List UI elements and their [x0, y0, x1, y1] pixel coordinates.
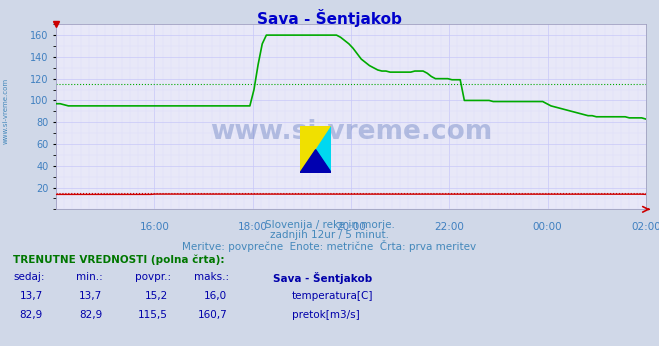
Text: min.:: min.: — [76, 272, 103, 282]
Text: www.si-vreme.com: www.si-vreme.com — [210, 119, 492, 145]
Text: zadnjih 12ur / 5 minut.: zadnjih 12ur / 5 minut. — [270, 230, 389, 240]
Text: 115,5: 115,5 — [138, 310, 168, 320]
Text: temperatura[C]: temperatura[C] — [292, 291, 374, 301]
Text: pretok[m3/s]: pretok[m3/s] — [292, 310, 360, 320]
Text: sedaj:: sedaj: — [13, 272, 45, 282]
Text: Slovenija / reke in morje.: Slovenija / reke in morje. — [264, 220, 395, 230]
Text: Sava - Šentjakob: Sava - Šentjakob — [273, 272, 373, 284]
Text: TRENUTNE VREDNOSTI (polna črta):: TRENUTNE VREDNOSTI (polna črta): — [13, 254, 225, 265]
Text: 18:00: 18:00 — [238, 222, 268, 232]
Text: 20:00: 20:00 — [336, 222, 366, 232]
Text: 02:00: 02:00 — [631, 222, 659, 232]
Text: 16,0: 16,0 — [204, 291, 227, 301]
Polygon shape — [300, 149, 331, 173]
Text: 15,2: 15,2 — [145, 291, 168, 301]
Text: maks.:: maks.: — [194, 272, 229, 282]
Polygon shape — [300, 126, 331, 173]
Polygon shape — [300, 126, 331, 173]
Text: 00:00: 00:00 — [532, 222, 562, 232]
Text: 13,7: 13,7 — [79, 291, 102, 301]
Text: povpr.:: povpr.: — [135, 272, 171, 282]
Text: 16:00: 16:00 — [139, 222, 169, 232]
Text: 13,7: 13,7 — [20, 291, 43, 301]
Text: 82,9: 82,9 — [20, 310, 43, 320]
Text: 22:00: 22:00 — [434, 222, 464, 232]
Text: Sava - Šentjakob: Sava - Šentjakob — [257, 9, 402, 27]
Text: www.si-vreme.com: www.si-vreme.com — [2, 78, 9, 144]
Text: 82,9: 82,9 — [79, 310, 102, 320]
Text: 160,7: 160,7 — [198, 310, 227, 320]
Text: Meritve: povprečne  Enote: metrične  Črta: prva meritev: Meritve: povprečne Enote: metrične Črta:… — [183, 240, 476, 253]
